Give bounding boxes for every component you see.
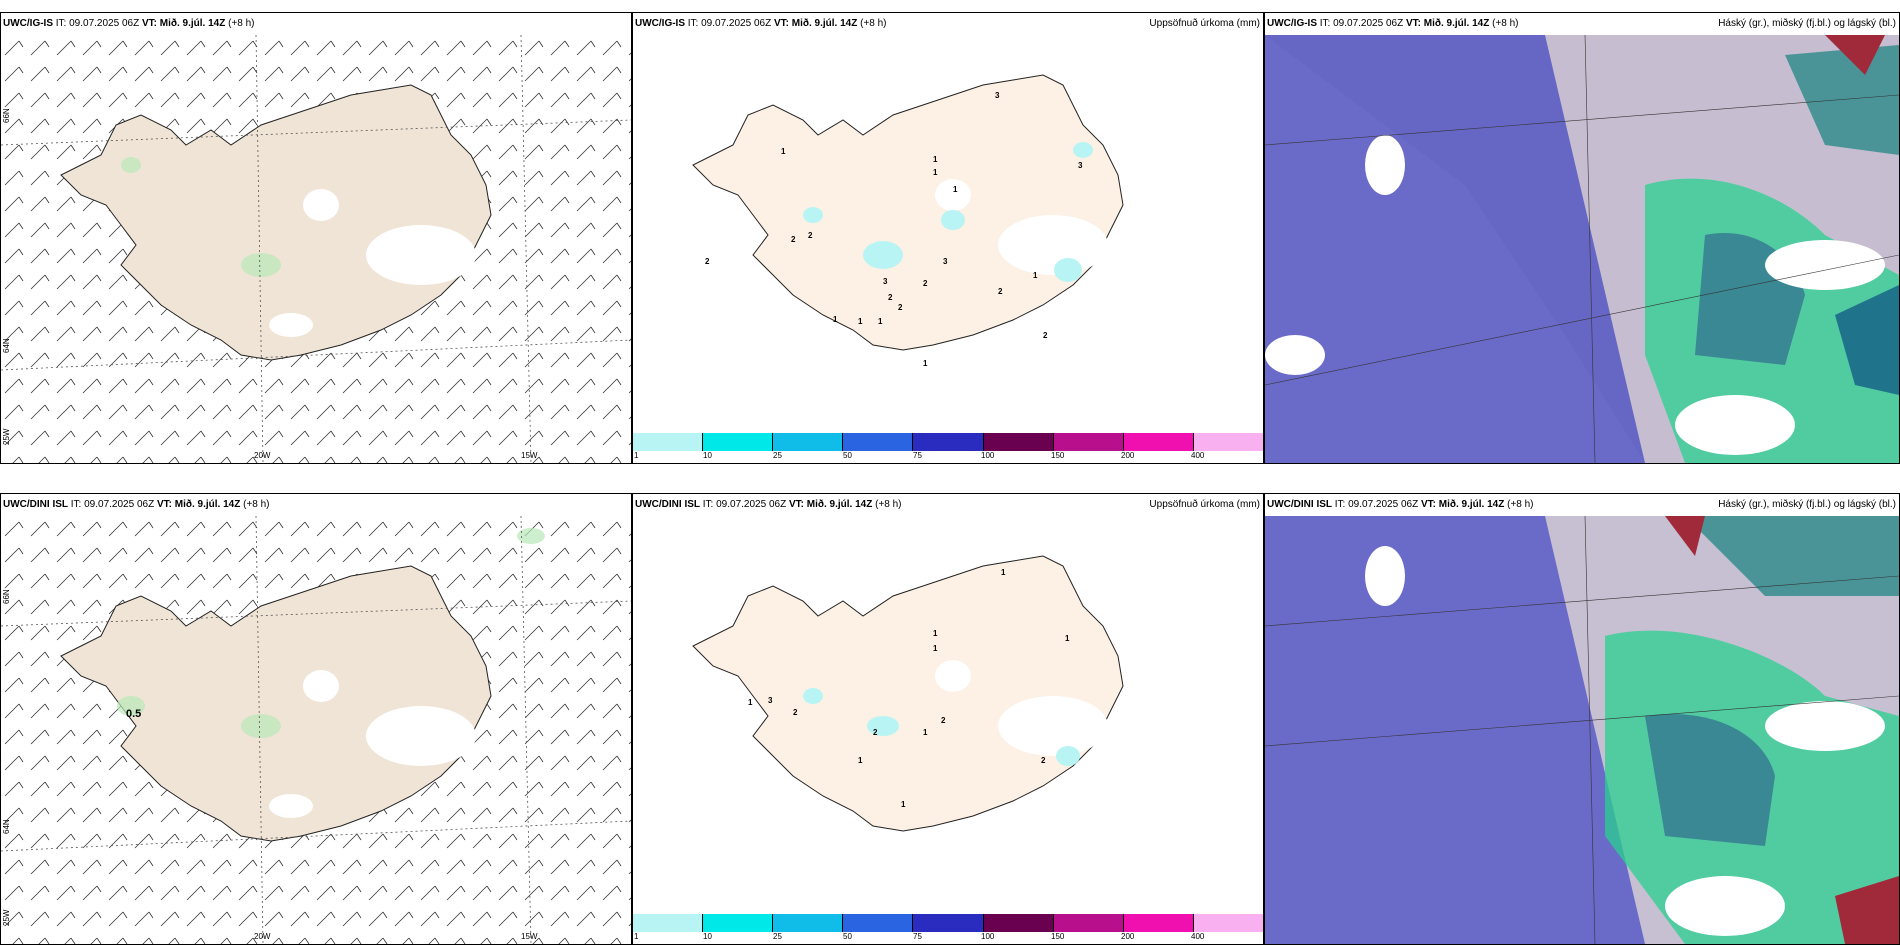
precip-colorbar [633,433,1263,451]
precip-label: 1 [933,155,938,164]
wind-map [1,35,631,463]
panel-precip-dini: UWC/DINI ISL IT: 09.07.2025 06Z VT: Mið.… [632,493,1264,945]
panel-header: UWC/DINI ISL IT: 09.07.2025 06Z VT: Mið.… [3,499,270,510]
precip-label: 1 [923,359,928,368]
lat-label: 66N [2,108,11,123]
panel-wind-igis: UWC/IG-IS IT: 09.07.2025 06Z VT: Mið. 9.… [0,12,632,464]
precip-label: 1 [1001,568,1006,577]
precip-label: 2 [898,303,903,312]
precip-label: 1 [1065,634,1070,643]
cloud-map [1265,35,1899,463]
lat-label: 64N [2,338,11,353]
colorbar-ticks: 1 10 25 50 75 100 150 200 400 [634,932,1205,941]
precip-label: 2 [791,235,796,244]
lon-label: 25W [2,428,11,445]
panel-wind-dini: UWC/DINI ISL IT: 09.07.2025 06Z VT: Mið.… [0,493,632,945]
panel-header: UWC/DINI ISL IT: 09.07.2025 06Z VT: Mið.… [635,499,1260,510]
panel-header: UWC/DINI ISL IT: 09.07.2025 06Z VT: Mið.… [1265,494,1899,516]
precip-label: 1 [953,185,958,194]
cloud-map [1265,516,1899,944]
lon-label: 20W [254,451,271,460]
lon-label: 20W [254,932,271,941]
precip-label: 1 [781,147,786,156]
precip-label: 1 [748,698,753,707]
precip-label: 2 [888,293,893,302]
wind-map [1,516,631,944]
lat-label: 64N [2,819,11,834]
panel-precip-igis: UWC/IG-IS IT: 09.07.2025 06Z VT: Mið. 9.… [632,12,1264,464]
precip-label: 1 [901,800,906,809]
precip-label: 2 [705,257,710,266]
precip-map [633,35,1263,433]
panel-header: UWC/IG-IS IT: 09.07.2025 06Z VT: Mið. 9.… [635,18,1260,29]
precip-label: 1 [858,756,863,765]
precip-label: 2 [941,716,946,725]
lon-label: 15W [521,932,538,941]
precip-label: 1 [833,315,838,324]
precip-label: 1 [878,317,883,326]
precip-colorbar [633,914,1263,932]
precip-label: 2 [873,728,878,737]
precip-label: 3 [995,91,1000,100]
panel-clouds-dini: UWC/DINI ISL IT: 09.07.2025 06Z VT: Mið.… [1264,493,1900,945]
precip-label: 2 [998,287,1003,296]
panel-header: UWC/IG-IS IT: 09.07.2025 06Z VT: Mið. 9.… [3,18,255,29]
precip-map [633,516,1263,914]
precip-label: 1 [933,629,938,638]
lat-label: 66N [2,589,11,604]
precip-label: 2 [1041,756,1046,765]
precip-label: 1 [933,644,938,653]
panel-clouds-igis: UWC/IG-IS IT: 09.07.2025 06Z VT: Mið. 9.… [1264,12,1900,464]
precip-label: 1 [933,168,938,177]
colorbar-ticks: 1 10 25 50 75 100 150 200 400 [634,451,1205,460]
wind-speed-label: 0.5 [126,708,142,720]
precip-label: 3 [883,277,888,286]
precip-label: 2 [793,708,798,717]
panel-header: UWC/IG-IS IT: 09.07.2025 06Z VT: Mið. 9.… [1265,13,1899,35]
precip-label: 2 [1043,331,1048,340]
precip-label: 1 [858,317,863,326]
precip-label: 1 [923,728,928,737]
precip-label: 3 [1078,161,1083,170]
precip-label: 3 [943,257,948,266]
lon-label: 15W [521,451,538,460]
precip-label: 1 [1033,271,1038,280]
precip-label: 3 [768,696,773,705]
precip-label: 2 [808,231,813,240]
precip-label: 2 [923,279,928,288]
lon-label: 25W [2,909,11,926]
